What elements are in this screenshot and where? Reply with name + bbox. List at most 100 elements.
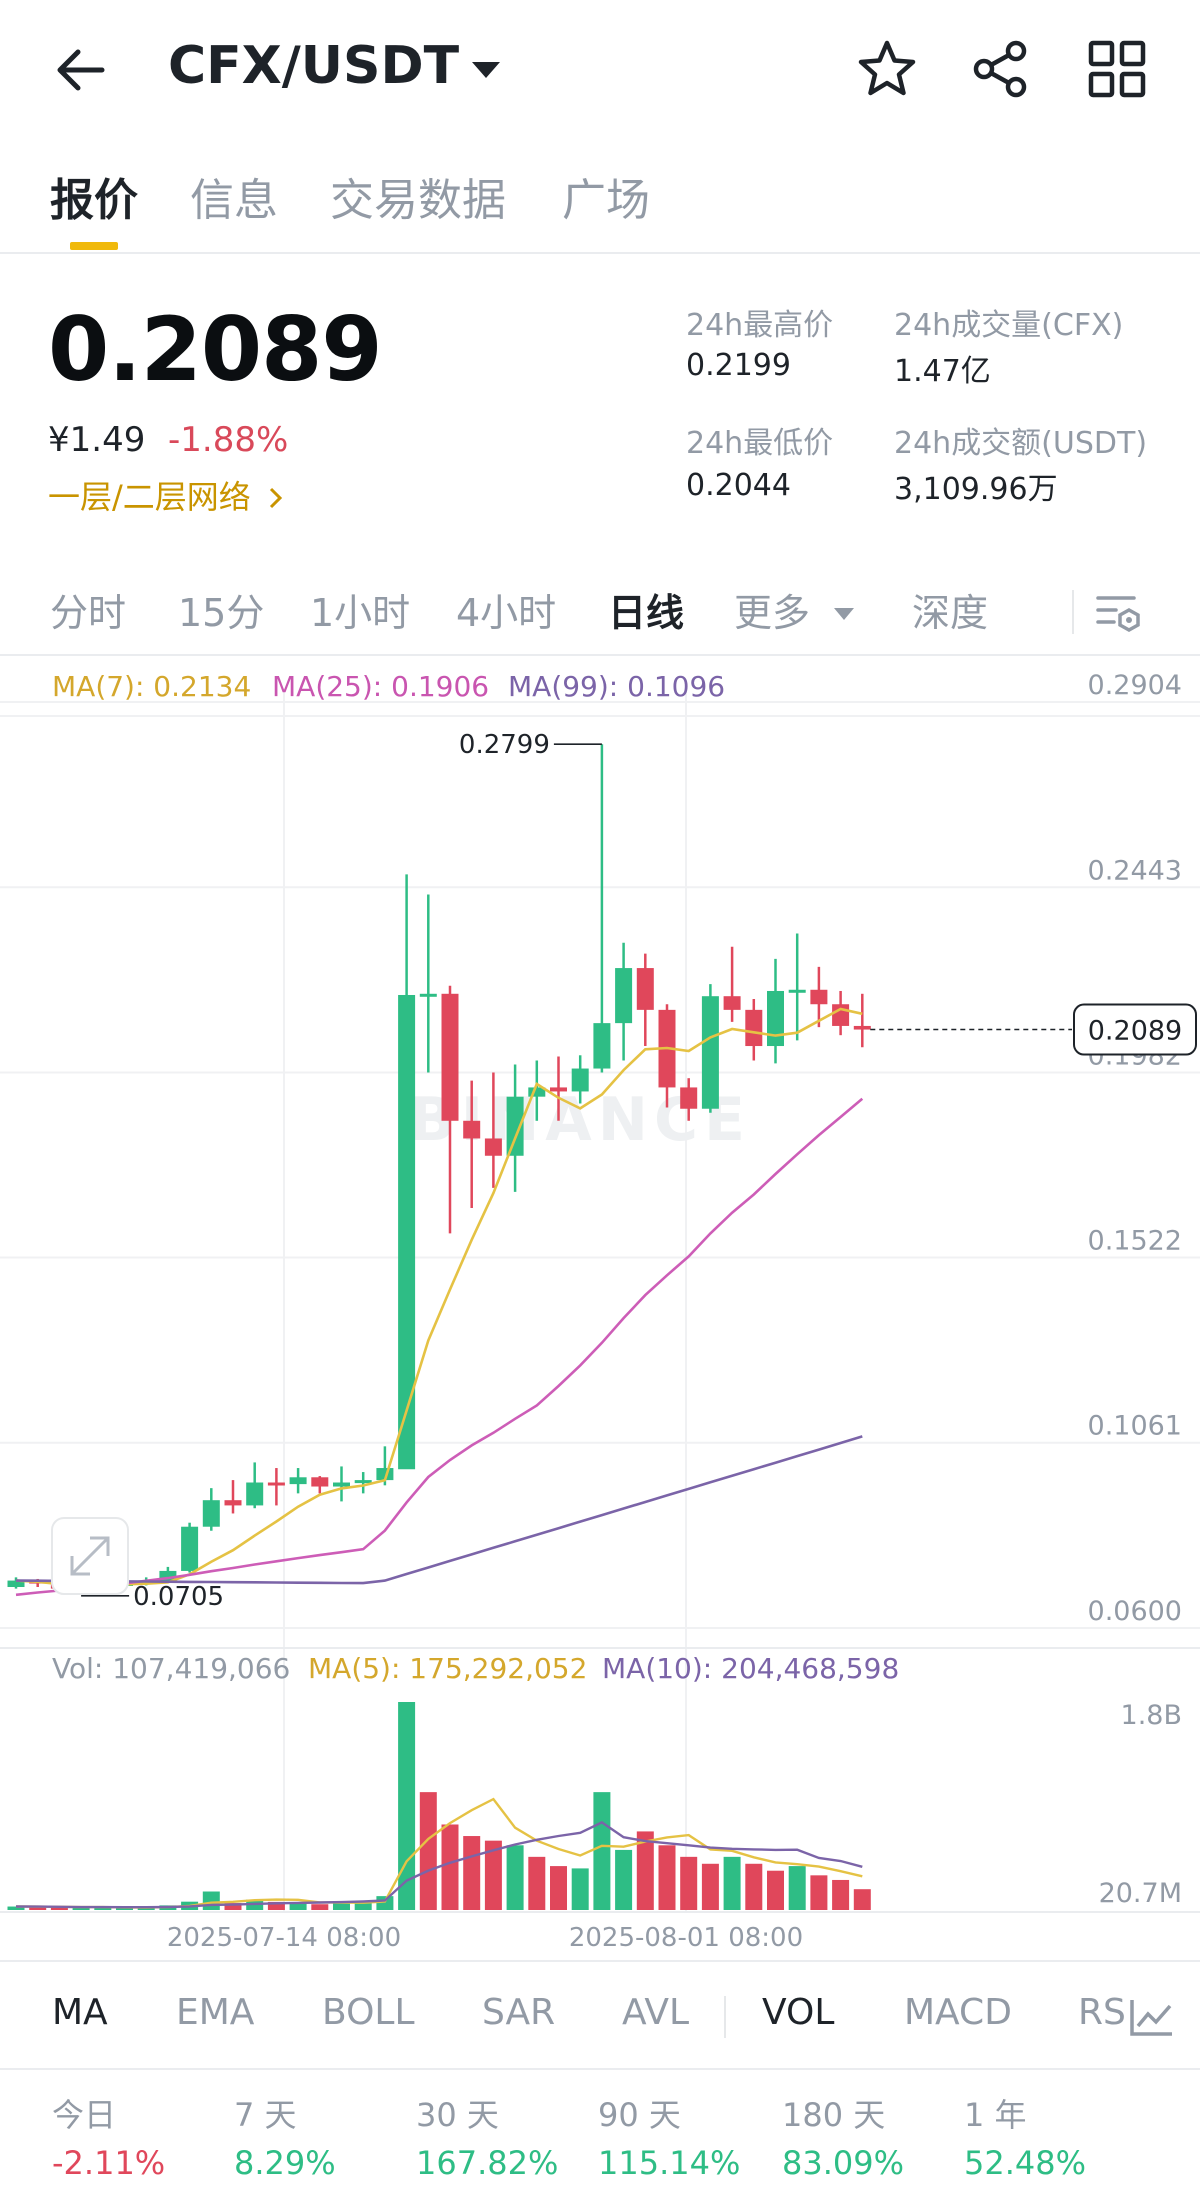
ma7-legend: MA(7): 0.2134 — [52, 670, 252, 703]
volume-bar — [463, 1836, 481, 1910]
trading-pair-title[interactable]: CFX/USDT — [168, 36, 460, 96]
time-tick-label: 2025-08-01 08:00 — [569, 1923, 803, 1950]
volume-24h-value: 1.47亿 — [894, 354, 991, 389]
volume-bar — [571, 1868, 589, 1910]
volume-bar — [116, 1907, 133, 1910]
fullscreen-button[interactable] — [51, 1517, 129, 1595]
low-24h-label: 24h最低价 — [686, 426, 834, 461]
perf-value-180d: 83.09% — [782, 2144, 905, 2182]
interval-1h[interactable]: 1小时 — [310, 591, 411, 635]
tab-info[interactable]: 信息 — [190, 175, 278, 226]
candle-body — [311, 1477, 329, 1487]
candle-body — [181, 1526, 199, 1571]
tab-trading-data[interactable]: 交易数据 — [330, 175, 506, 226]
chevron-down-icon[interactable] — [470, 58, 502, 82]
ma7-line — [15, 1007, 863, 1586]
volume-bar — [94, 1907, 112, 1910]
indicator-divider — [724, 1996, 726, 2038]
interval-1d[interactable]: 日线 — [608, 591, 685, 635]
max-price-label: 0.2799 — [459, 730, 550, 760]
chart-settings-icon[interactable] — [1094, 588, 1144, 638]
candle-body — [680, 1087, 698, 1109]
ma99-line — [15, 1435, 863, 1585]
volume-bar — [832, 1879, 850, 1910]
candle-body — [398, 994, 416, 1470]
back-arrow-icon[interactable] — [50, 40, 110, 100]
candle-body — [853, 1025, 871, 1030]
perf-value-30d: 167.82% — [416, 2144, 559, 2182]
indicator-rsi[interactable]: RSI — [1078, 1992, 1128, 2033]
indicator-ma[interactable]: MA — [52, 1992, 108, 2033]
volume-ma5-legend: MA(5): 175,292,052 — [308, 1652, 588, 1685]
price-tick-label: 0.2904 — [1088, 670, 1182, 701]
volume-bar — [723, 1856, 741, 1910]
volume-bar — [593, 1792, 611, 1910]
candle-body — [506, 1096, 524, 1156]
amount-24h-value: 3,109.96万 — [894, 472, 1058, 507]
interval-more[interactable]: 更多 — [734, 582, 856, 637]
volume-legend: Vol: 107,419,066 — [52, 1652, 291, 1685]
candle-body — [767, 990, 784, 1047]
interval-4h[interactable]: 4小时 — [456, 591, 557, 635]
candle-body — [550, 1087, 567, 1092]
volume-bar — [745, 1863, 763, 1910]
volume-bar — [7, 1906, 25, 1910]
interval-bar: 分时 15分 1小时 4小时 日线 更多 深度 — [0, 570, 1200, 656]
tab-square[interactable]: 广场 — [562, 175, 650, 226]
perf-value-today: -2.11% — [52, 2144, 166, 2182]
volume-bar — [788, 1866, 806, 1910]
star-icon[interactable] — [856, 38, 918, 100]
min-price-label: 0.0705 — [133, 1582, 224, 1612]
interval-divider — [1072, 590, 1074, 634]
perf-value-1y: 52.48% — [964, 2144, 1087, 2182]
indicator-avl[interactable]: AVL — [622, 1992, 690, 2033]
perf-label-7d: 7 天 — [234, 2096, 297, 2134]
network-tag-link[interactable]: 一层/二层网络 — [48, 472, 285, 518]
ma99-legend: MA(99): 0.1096 — [508, 670, 726, 703]
volume-bar — [376, 1896, 394, 1910]
indicator-boll[interactable]: BOLL — [322, 1992, 415, 2033]
volume-bar — [354, 1900, 372, 1910]
tab-quote[interactable]: 报价 — [50, 175, 138, 226]
expand-icon — [70, 1536, 110, 1576]
price-change-percent: -1.88% — [168, 420, 289, 460]
time-tick-label: 2025-07-14 08:00 — [167, 1923, 401, 1950]
price-tick-label: 0.1061 — [1088, 1411, 1182, 1442]
volume-bar — [29, 1906, 47, 1910]
indicator-bar: MA EMA BOLL SAR AVL VOL MACD RSI — [0, 1960, 1200, 2070]
volume-bar — [311, 1904, 329, 1910]
interval-15m[interactable]: 15分 — [178, 591, 265, 635]
main-tabs: 报价 信息 交易数据 广场 — [0, 150, 1200, 254]
interval-time[interactable]: 分时 — [50, 591, 127, 635]
volume-bar — [267, 1901, 285, 1910]
indicator-ema[interactable]: EMA — [176, 1992, 255, 2033]
network-tag-label: 一层/二层网络 — [48, 478, 251, 516]
indicator-vol[interactable]: VOL — [762, 1992, 835, 2033]
interval-depth[interactable]: 深度 — [912, 591, 989, 635]
candle-body — [832, 1004, 850, 1026]
candle-body — [571, 1068, 589, 1092]
share-icon[interactable] — [970, 38, 1032, 100]
volume-bar — [441, 1824, 459, 1910]
grid-icon[interactable] — [1086, 38, 1148, 100]
indicator-sar[interactable]: SAR — [482, 1992, 556, 2033]
high-24h-label: 24h最高价 — [686, 308, 834, 343]
ma25-legend: MA(25): 0.1906 — [272, 670, 490, 703]
candlestick-chart[interactable]: 0.29040.24430.19820.15220.10610.0600BINA… — [0, 660, 1200, 1950]
volume-bar — [636, 1831, 654, 1910]
indicator-macd[interactable]: MACD — [904, 1992, 1012, 2033]
candle-body — [354, 1480, 372, 1484]
candle-body — [246, 1482, 264, 1506]
price-tick-label: 0.2443 — [1088, 855, 1182, 886]
candle-body — [159, 1570, 177, 1581]
last-price: 0.2089 — [48, 298, 383, 401]
volume-bar — [289, 1903, 307, 1910]
indicator-chart-icon[interactable] — [1128, 1998, 1174, 2038]
perf-label-today: 今日 — [52, 2096, 117, 2134]
volume-bar — [224, 1903, 242, 1910]
current-price-value: 0.2089 — [1088, 1016, 1182, 1047]
current-price-tag — [1073, 1003, 1197, 1056]
volume-bar — [50, 1907, 68, 1910]
candle-body — [419, 993, 437, 997]
volume-bar — [72, 1907, 90, 1910]
